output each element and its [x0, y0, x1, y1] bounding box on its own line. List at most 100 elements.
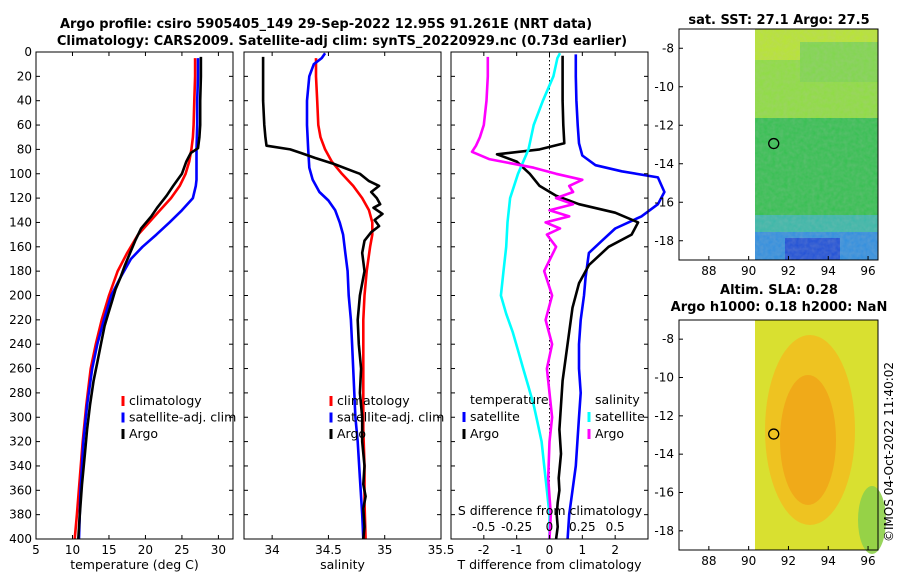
x-tick-label: -2	[478, 543, 490, 557]
map-y-tick-label: -16	[654, 195, 674, 209]
difference-panel: -2 -1 0 1 2T difference from climatology S di…	[450, 51, 666, 572]
y-tick-label: 220	[9, 313, 32, 327]
map-x-tick-label: 88	[701, 264, 716, 278]
map-x-tick-label: 96	[860, 554, 875, 568]
title-line1: Argo profile: csiro 5905405_149 29-Sep-2…	[60, 17, 592, 32]
legend-salinity-title: salinity	[595, 392, 640, 407]
map-y-tick-label: -12	[654, 118, 674, 132]
x-tick-label: 0	[546, 543, 554, 557]
legend-label: satellite	[595, 409, 645, 424]
legend-label: satellite-adj. clim	[337, 410, 444, 425]
legend-label: satellite	[470, 409, 520, 424]
sla-peak-region	[780, 375, 836, 505]
legend-label: Argo	[595, 426, 624, 441]
top-axis-tick-label: -0.25	[501, 520, 532, 534]
top-axis-tick-label: 0	[546, 520, 554, 534]
series-satellite-adj-clim	[305, 52, 365, 540]
x-tick-label: 35	[377, 543, 392, 557]
temperature-panel: 0 20 40 60 80 100 120 140 160 180 200 220 240 260 280 3…	[9, 45, 236, 572]
y-tick-label: 260	[9, 362, 32, 376]
x-tick-label: 1	[579, 543, 587, 557]
sst-texture	[755, 29, 878, 260]
series-argo	[77, 56, 203, 540]
map-y-tick-label: -18	[654, 524, 674, 538]
y-tick-label: 80	[17, 142, 32, 156]
top-axis-tick-label: 0.25	[569, 520, 596, 534]
sst-map-title: sat. SST: 27.1 Argo: 27.5	[688, 13, 869, 28]
legend-label: Argo	[470, 426, 499, 441]
map-y-tick-label: -8	[662, 332, 674, 346]
x-tick-label: 25	[174, 543, 189, 557]
legend-label: Argo	[129, 426, 158, 441]
series-argo	[261, 56, 384, 540]
x-tick-label: 34.5	[315, 543, 342, 557]
legend-label: climatology	[337, 393, 410, 408]
map-x-tick-label: 94	[821, 554, 836, 568]
map-x-tick-label: 88	[701, 554, 716, 568]
y-tick-label: 360	[9, 483, 32, 497]
x-tick-label: 5	[32, 543, 40, 557]
y-tick-label: 280	[9, 386, 32, 400]
map-y-tick-label: -8	[662, 41, 674, 55]
map-x-tick-label: 94	[821, 264, 836, 278]
sla-map-title-line1: Altim. SLA: 0.28	[720, 283, 838, 298]
y-tick-label: 300	[9, 410, 32, 424]
sla-map-title-line2: Argo h1000: 0.18 h2000: NaN	[671, 300, 888, 315]
x-tick-label: 20	[138, 543, 153, 557]
x-axis-label: T difference from climatology	[456, 557, 642, 572]
top-axis-label: S difference from climatology	[458, 503, 643, 518]
x-tick-label: 10	[65, 543, 80, 557]
map-x-tick-label: 90	[741, 554, 756, 568]
sla-argo-marker	[768, 428, 780, 440]
x-tick-label: 34	[265, 543, 280, 557]
x-tick-label: 15	[101, 543, 116, 557]
series-climatology	[73, 58, 197, 540]
y-tick-label: 160	[9, 240, 32, 254]
y-tick-label: 0	[24, 45, 32, 59]
top-axis-tick-label: 0.5	[606, 520, 625, 534]
sla-map-frame	[678, 319, 879, 551]
map-y-tick-label: -10	[654, 80, 674, 94]
map-x-tick-label: 96	[860, 264, 875, 278]
y-tick-label: 320	[9, 435, 32, 449]
sla-low-region	[858, 486, 886, 554]
series-t-satellite	[566, 54, 666, 540]
sst-map-frame	[678, 28, 879, 261]
sst-map-panel: sat. SST: 27.1 Argo: 27.5 88 90 92 94 96 -8 -1…	[654, 13, 879, 278]
legend-label: satellite-adj. clim	[129, 410, 236, 425]
series-climatology	[314, 58, 374, 540]
y-tick-label: 140	[9, 215, 32, 229]
y-tick-label: 20	[17, 69, 32, 83]
plot-frame	[243, 51, 442, 540]
imos-watermark: ©IMOS 04-Oct-2022 11:40:02	[882, 362, 896, 542]
series-s-satellite	[499, 52, 562, 539]
x-tick-label: 2	[611, 543, 619, 557]
top-axis-tick-label: -0.5	[472, 520, 495, 534]
map-x-tick-label: 90	[741, 264, 756, 278]
x-tick-label: 35.5	[428, 543, 455, 557]
sst-map-ticks: 88 90 92 94 96 -8 -10 -12 -14 -16 -18	[654, 41, 875, 278]
map-y-tick-label: -18	[654, 234, 674, 248]
y-tick-label: 400	[9, 532, 32, 546]
y-tick-label: 40	[17, 94, 32, 108]
map-x-tick-label: 92	[781, 554, 796, 568]
y-tick-label: 200	[9, 289, 32, 303]
x-axis-label: temperature (deg C)	[70, 557, 199, 572]
x-axis-label: salinity	[320, 557, 365, 572]
map-y-tick-label: -14	[654, 447, 674, 461]
y-tick-label: 340	[9, 459, 32, 473]
legend-label: climatology	[129, 393, 202, 408]
legend-label: Argo	[337, 426, 366, 441]
y-tick-label: 240	[9, 337, 32, 351]
x-tick-label: 30	[211, 543, 226, 557]
sst-argo-marker	[768, 137, 780, 150]
map-x-tick-label: 92	[781, 264, 796, 278]
y-tick-label: 120	[9, 191, 32, 205]
map-y-tick-label: -16	[654, 486, 674, 500]
map-y-tick-label: -10	[654, 371, 674, 385]
y-tick-label: 100	[9, 167, 32, 181]
title-line2: Climatology: CARS2009. Satellite-adj cli…	[57, 34, 627, 49]
map-y-tick-label: -14	[654, 157, 674, 171]
salinity-panel: 34 34.5 35 35.5 salinity climatology satellite…	[243, 51, 455, 572]
